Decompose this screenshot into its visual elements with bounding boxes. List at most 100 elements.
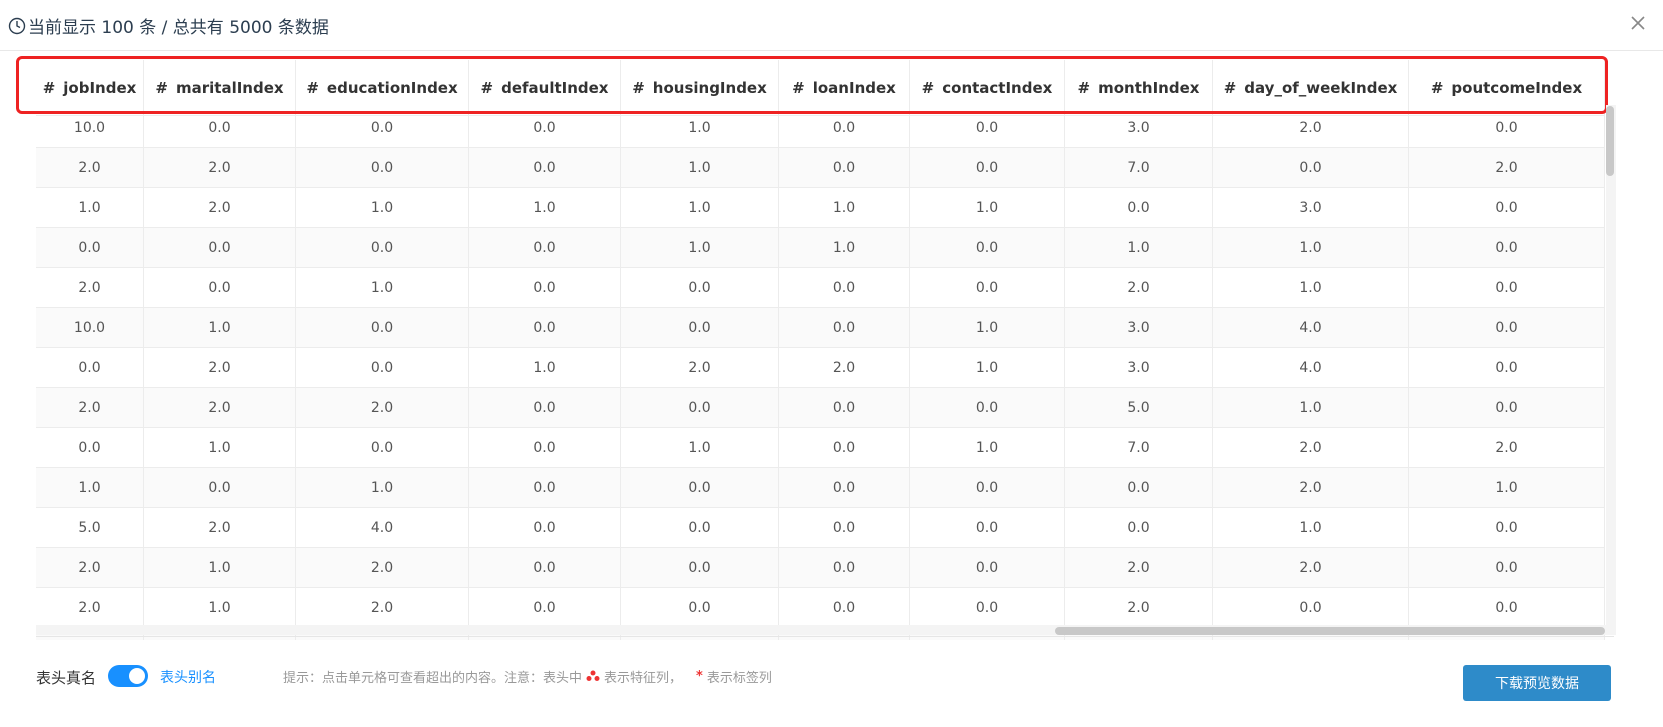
table-cell[interactable]: 0.0 xyxy=(621,308,779,347)
table-cell[interactable]: 0.0 xyxy=(296,148,469,187)
table-cell[interactable]: 2.0 xyxy=(144,148,296,187)
table-cell[interactable]: 2.0 xyxy=(1409,428,1605,467)
table-cell[interactable]: 0.0 xyxy=(296,308,469,347)
table-cell[interactable]: 10.0 xyxy=(36,108,144,147)
table-cell[interactable]: 0.0 xyxy=(1409,508,1605,547)
table-cell[interactable]: 0.0 xyxy=(36,428,144,467)
table-cell[interactable]: 0.0 xyxy=(296,428,469,467)
table-cell[interactable]: 0.0 xyxy=(469,428,621,467)
table-cell[interactable]: 2.0 xyxy=(144,348,296,387)
table-cell[interactable]: 0.0 xyxy=(1409,548,1605,587)
table-cell[interactable]: 0.0 xyxy=(469,508,621,547)
table-cell[interactable]: 0.0 xyxy=(910,588,1065,627)
table-cell[interactable]: 0.0 xyxy=(910,268,1065,307)
table-cell[interactable]: 0.0 xyxy=(779,108,910,147)
table-cell[interactable]: 0.0 xyxy=(910,228,1065,267)
table-cell[interactable]: 0.0 xyxy=(621,388,779,427)
table-cell[interactable]: 2.0 xyxy=(36,388,144,427)
table-cell[interactable]: 0.0 xyxy=(621,508,779,547)
table-cell[interactable]: 0.0 xyxy=(621,548,779,587)
table-cell[interactable]: 0.0 xyxy=(1409,268,1605,307)
table-cell[interactable]: 1.0 xyxy=(621,148,779,187)
table-cell[interactable]: 0.0 xyxy=(779,468,910,507)
table-cell[interactable]: 0.0 xyxy=(469,108,621,147)
table-cell[interactable]: 1.0 xyxy=(779,188,910,227)
table-cell[interactable]: 2.0 xyxy=(621,348,779,387)
table-cell[interactable]: 1.0 xyxy=(144,428,296,467)
table-cell[interactable]: 1.0 xyxy=(779,228,910,267)
table-cell[interactable]: 1.0 xyxy=(1213,228,1409,267)
table-cell[interactable]: 0.0 xyxy=(1409,348,1605,387)
table-cell[interactable]: 0.0 xyxy=(36,228,144,267)
table-cell[interactable]: 2.0 xyxy=(36,268,144,307)
table-cell[interactable]: 0.0 xyxy=(144,108,296,147)
table-cell[interactable]: 10.0 xyxy=(36,308,144,347)
table-cell[interactable]: 2.0 xyxy=(36,548,144,587)
table-cell[interactable]: 0.0 xyxy=(621,268,779,307)
table-cell[interactable]: 1.0 xyxy=(1409,468,1605,507)
vertical-scrollbar-track[interactable] xyxy=(1606,105,1616,635)
column-header[interactable]: # loanIndex xyxy=(779,60,910,115)
table-cell[interactable]: 0.0 xyxy=(469,468,621,507)
table-cell[interactable]: 0.0 xyxy=(1409,388,1605,427)
table-cell[interactable]: 2.0 xyxy=(36,588,144,627)
table-cell[interactable]: 4.0 xyxy=(1213,308,1409,347)
table-cell[interactable]: 1.0 xyxy=(910,188,1065,227)
table-cell[interactable]: 2.0 xyxy=(144,188,296,227)
table-cell[interactable]: 0.0 xyxy=(469,268,621,307)
table-cell[interactable]: 0.0 xyxy=(1409,108,1605,147)
horizontal-scrollbar-thumb[interactable] xyxy=(1055,627,1605,635)
table-cell[interactable]: 2.0 xyxy=(1213,108,1409,147)
table-cell[interactable]: 0.0 xyxy=(1409,228,1605,267)
table-cell[interactable]: 0.0 xyxy=(1409,188,1605,227)
table-cell[interactable]: 2.0 xyxy=(296,588,469,627)
table-cell[interactable]: 1.0 xyxy=(36,188,144,227)
column-header[interactable]: # jobIndex xyxy=(36,60,144,115)
column-header[interactable]: # contactIndex xyxy=(910,60,1065,115)
table-cell[interactable]: 2.0 xyxy=(779,348,910,387)
table-cell[interactable]: 1.0 xyxy=(36,468,144,507)
table-cell[interactable]: 7.0 xyxy=(1065,428,1213,467)
close-icon[interactable] xyxy=(1627,12,1649,34)
table-cell[interactable]: 0.0 xyxy=(1065,188,1213,227)
table-cell[interactable]: 2.0 xyxy=(144,388,296,427)
table-cell[interactable]: 0.0 xyxy=(910,508,1065,547)
table-cell[interactable]: 1.0 xyxy=(296,268,469,307)
table-cell[interactable]: 3.0 xyxy=(1065,308,1213,347)
table-cell[interactable]: 1.0 xyxy=(1065,228,1213,267)
table-cell[interactable]: 0.0 xyxy=(1409,308,1605,347)
table-cell[interactable]: 4.0 xyxy=(296,508,469,547)
column-header[interactable]: # maritalIndex xyxy=(144,60,296,115)
table-cell[interactable]: 0.0 xyxy=(910,388,1065,427)
table-cell[interactable]: 0.0 xyxy=(779,308,910,347)
table-cell[interactable]: 1.0 xyxy=(1213,508,1409,547)
table-cell[interactable]: 0.0 xyxy=(469,588,621,627)
table-cell[interactable]: 2.0 xyxy=(1065,588,1213,627)
table-cell[interactable]: 1.0 xyxy=(621,228,779,267)
table-cell[interactable]: 0.0 xyxy=(1065,468,1213,507)
table-cell[interactable]: 5.0 xyxy=(36,508,144,547)
column-header[interactable]: # defaultIndex xyxy=(469,60,621,115)
table-cell[interactable]: 0.0 xyxy=(144,228,296,267)
table-cell[interactable]: 1.0 xyxy=(144,548,296,587)
table-cell[interactable]: 3.0 xyxy=(1065,348,1213,387)
table-cell[interactable]: 2.0 xyxy=(144,508,296,547)
table-cell[interactable]: 1.0 xyxy=(296,188,469,227)
table-cell[interactable]: 0.0 xyxy=(779,508,910,547)
table-cell[interactable]: 1.0 xyxy=(910,308,1065,347)
table-cell[interactable]: 3.0 xyxy=(1065,108,1213,147)
column-header[interactable]: # housingIndex xyxy=(621,60,779,115)
table-cell[interactable]: 0.0 xyxy=(779,388,910,427)
table-cell[interactable]: 0.0 xyxy=(910,468,1065,507)
table-cell[interactable]: 1.0 xyxy=(910,348,1065,387)
table-cell[interactable]: 0.0 xyxy=(779,148,910,187)
table-cell[interactable]: 1.0 xyxy=(144,588,296,627)
column-header[interactable]: # poutcomeIndex xyxy=(1409,60,1605,115)
table-cell[interactable]: 0.0 xyxy=(910,108,1065,147)
table-cell[interactable]: 2.0 xyxy=(1213,548,1409,587)
table-cell[interactable]: 0.0 xyxy=(910,548,1065,587)
table-cell[interactable]: 0.0 xyxy=(910,148,1065,187)
table-cell[interactable]: 1.0 xyxy=(1213,388,1409,427)
table-cell[interactable]: 0.0 xyxy=(779,588,910,627)
table-cell[interactable]: 0.0 xyxy=(469,308,621,347)
